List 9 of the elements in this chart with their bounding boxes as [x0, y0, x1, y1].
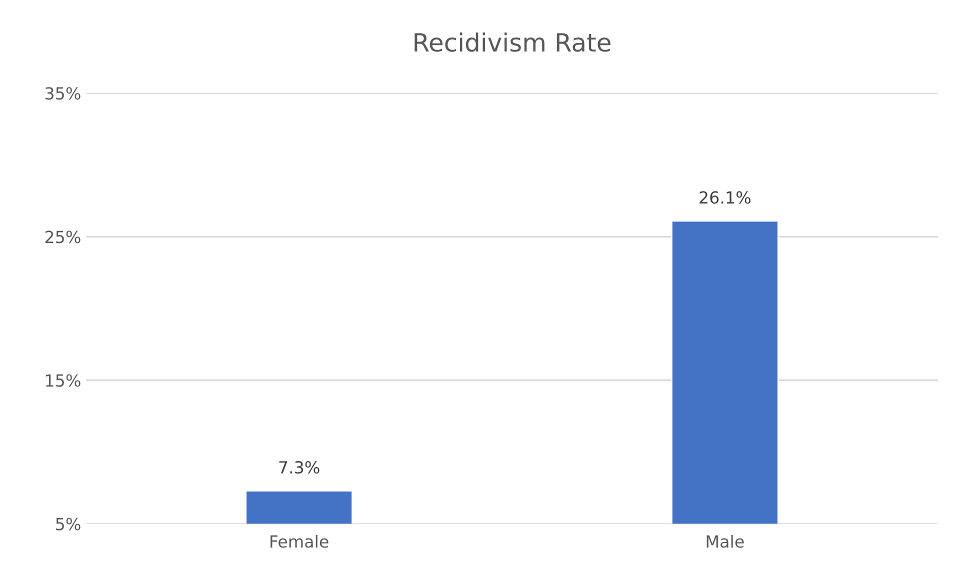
- data-label: 7.3%: [279, 461, 320, 474]
- x-tick-label: Male: [706, 534, 744, 548]
- y-tick-label: 35%: [45, 87, 80, 100]
- data-label: 26.1%: [700, 191, 750, 204]
- y-tick-label: 25%: [45, 230, 80, 244]
- y-tick-label: 15%: [46, 374, 80, 387]
- chart-title: Recidivism Rate: [414, 32, 610, 52]
- x-tick-label: Female: [270, 534, 328, 548]
- y-tick-label: 5%: [56, 518, 80, 530]
